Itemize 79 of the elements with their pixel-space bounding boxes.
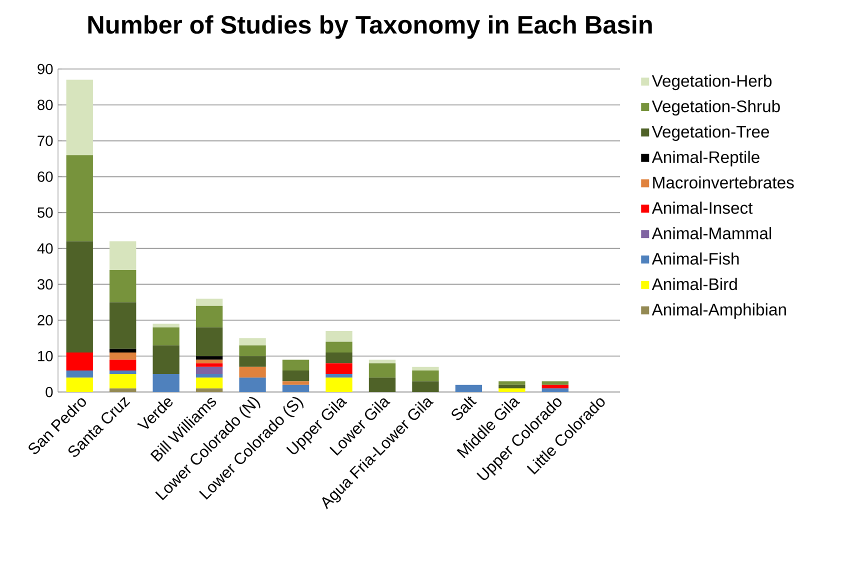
bar — [66, 80, 93, 156]
bar — [152, 374, 180, 392]
bar — [110, 352, 136, 360]
legend-label: Animal-Fish — [652, 252, 739, 265]
bar — [239, 338, 266, 346]
x-tick-label: Salt — [452, 396, 477, 420]
bar — [326, 374, 352, 378]
bar — [66, 241, 93, 353]
bar — [196, 356, 223, 360]
y-tick-label: 70 — [38, 136, 53, 146]
bar — [412, 381, 439, 392]
bar — [196, 378, 223, 388]
bar — [326, 352, 352, 364]
bar — [66, 378, 93, 392]
bar — [498, 384, 526, 388]
bar — [66, 370, 93, 378]
bar — [196, 374, 223, 378]
bar — [110, 302, 136, 349]
y-tick-label: 90 — [38, 64, 53, 74]
y-tick-label: 30 — [38, 279, 53, 290]
legend-label: Animal-Reptile — [652, 150, 760, 166]
bar — [196, 327, 223, 356]
legend-label: Vegetation-Shrub — [652, 100, 780, 116]
legend-label: Animal-Mammal — [652, 227, 772, 240]
bar — [326, 378, 352, 392]
bar — [110, 370, 136, 374]
y-tick-label: 20 — [38, 315, 53, 326]
bar — [326, 330, 352, 342]
bar — [110, 241, 136, 270]
bar — [110, 348, 136, 353]
bar — [196, 306, 223, 328]
bar — [66, 155, 93, 242]
bar — [368, 360, 396, 364]
bar — [542, 381, 568, 385]
bar — [239, 356, 266, 367]
chart-title: Number of Studies by Taxonomy in Each Basin — [88, 15, 652, 39]
y-tick-label: 60 — [38, 171, 53, 182]
legend-label: Vegetation-Herb — [652, 74, 772, 90]
legend-label: Macroinvertebrates — [653, 176, 794, 188]
bar — [152, 324, 180, 328]
y-tick-label: 40 — [37, 243, 53, 254]
bar — [196, 298, 223, 306]
bar — [326, 363, 352, 374]
bar — [196, 366, 223, 374]
bar — [196, 388, 223, 392]
bar — [282, 360, 310, 370]
bar — [110, 270, 136, 302]
bar — [196, 360, 223, 364]
legend-label: Animal-Amphibian — [652, 303, 786, 319]
bar — [110, 360, 136, 370]
bar — [326, 342, 352, 353]
bar — [282, 381, 310, 385]
bar — [412, 370, 439, 382]
bar — [239, 366, 266, 378]
bar — [66, 352, 93, 370]
bar — [110, 374, 136, 388]
y-tick-label: 80 — [38, 100, 53, 110]
bar — [368, 363, 396, 378]
legend-label: Animal-Bird — [652, 278, 737, 290]
bar — [368, 378, 396, 392]
y-tick-label: 50 — [38, 207, 53, 218]
bar — [498, 381, 526, 385]
bar — [412, 366, 439, 370]
bar — [455, 384, 482, 392]
bar — [196, 363, 223, 367]
bar — [110, 388, 136, 392]
bar — [282, 370, 310, 382]
y-tick-label: 0 — [46, 386, 53, 398]
bar — [542, 388, 568, 392]
bar — [282, 384, 310, 392]
bar — [152, 345, 180, 374]
bar — [542, 384, 568, 388]
legend-label: Animal-Insect — [652, 202, 753, 214]
y-tick-label: 10 — [38, 350, 53, 362]
bar — [498, 388, 526, 392]
legend-label: Vegetation-Tree — [652, 125, 770, 141]
bar — [152, 327, 180, 346]
bar — [239, 345, 266, 356]
bar — [239, 378, 266, 392]
